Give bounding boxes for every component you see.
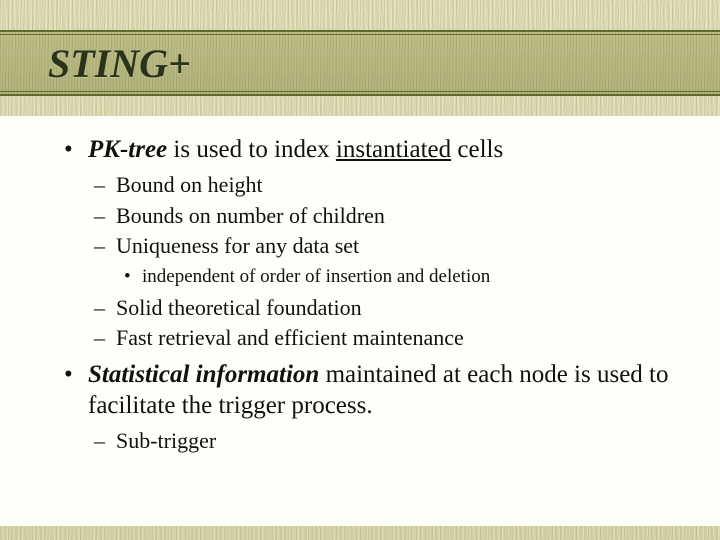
bullet-1-sub-3-sub-list: independent of order of insertion and de… (116, 265, 690, 290)
slide-body: PK-tree is used to index instantiated ce… (58, 134, 690, 462)
bullet-1-sub-4: Solid theoretical foundation (88, 294, 690, 323)
bullet-1-underlined: instantiated (336, 136, 451, 163)
bullet-1-sub-list: Bound on height Bounds on number of chil… (88, 171, 690, 353)
bullet-1-emph: PK-tree (88, 136, 167, 163)
bullet-1-sub-3-sub-1: independent of order of insertion and de… (116, 265, 690, 290)
bullet-1-sub-1: Bound on height (88, 171, 690, 200)
bullet-1-suffix: cells (451, 136, 503, 163)
bullet-2: Statistical information maintained at ea… (58, 359, 690, 456)
bullet-1-mid: is used to index (167, 136, 336, 163)
bullet-1-sub-3-text: Uniqueness for any data set (116, 233, 359, 258)
bullet-2-sub-1: Sub-trigger (88, 427, 690, 456)
bullet-2-sub-list: Sub-trigger (88, 427, 690, 456)
bullet-1: PK-tree is used to index instantiated ce… (58, 134, 690, 353)
bullet-list-lvl1: PK-tree is used to index instantiated ce… (58, 134, 690, 456)
slide: STING+ PK-tree is used to index instanti… (0, 0, 720, 540)
bullet-1-sub-3: Uniqueness for any data set independent … (88, 232, 690, 289)
slide-title: STING+ (0, 40, 191, 87)
bullet-1-sub-5: Fast retrieval and efficient maintenance (88, 324, 690, 353)
bullet-1-sub-2: Bounds on number of children (88, 202, 690, 231)
title-bar: STING+ (0, 30, 720, 96)
bullet-2-emph: Statistical information (88, 361, 319, 388)
